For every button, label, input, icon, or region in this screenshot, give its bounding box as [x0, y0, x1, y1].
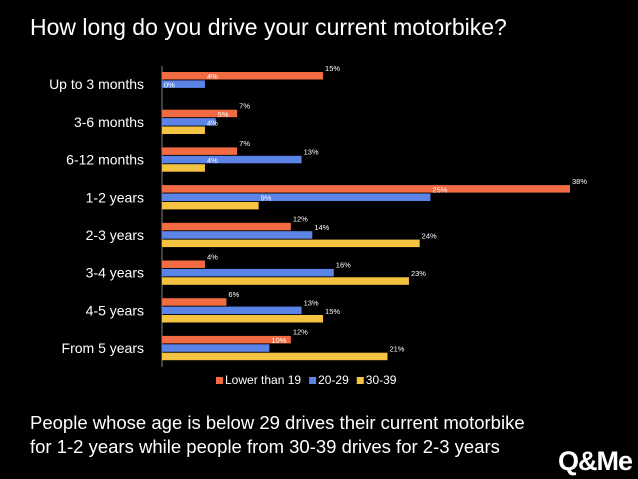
bar	[162, 126, 205, 134]
legend: Lower than 19 20-29 30-39	[216, 373, 397, 387]
slide-title: How long do you drive your current motor…	[30, 14, 507, 40]
data-label: 4%	[207, 72, 218, 81]
category-label: 1-2 years	[86, 189, 144, 205]
data-label: 4%	[207, 118, 218, 127]
data-label: 16%	[336, 261, 351, 270]
bar	[162, 80, 205, 88]
bar	[162, 239, 420, 248]
data-label: 0%	[164, 81, 175, 90]
qandme-logo: Q&Me	[557, 446, 633, 476]
bar	[162, 306, 302, 315]
bar	[162, 118, 216, 126]
bar	[162, 147, 238, 155]
category-label: 4-5 years	[86, 302, 144, 318]
bar	[162, 277, 409, 285]
category-label: 6-12 months	[66, 152, 144, 168]
bar	[162, 298, 227, 306]
summary-line-1: People whose age is below 29 drives thei…	[30, 412, 525, 433]
bar	[162, 164, 205, 172]
legend-label: Lower than 19	[225, 373, 301, 387]
data-label: 14%	[314, 223, 329, 232]
legend-label: 30-39	[366, 373, 397, 387]
category-label: Up to 3 months	[49, 76, 144, 92]
bar	[162, 231, 313, 239]
bar	[162, 222, 291, 231]
data-label: 23%	[411, 269, 426, 278]
data-label: 15%	[325, 307, 340, 316]
category-label: 3-4 years	[86, 265, 144, 281]
bar	[162, 315, 324, 323]
bar	[162, 352, 388, 361]
legend-label: 20-29	[318, 373, 349, 387]
data-label: 38%	[572, 177, 587, 186]
bar	[162, 155, 302, 164]
legend-swatch	[216, 377, 223, 384]
bar	[162, 268, 334, 277]
data-label: 21%	[389, 345, 404, 354]
data-label: 12%	[293, 328, 308, 337]
category-label: 2-3 years	[86, 227, 144, 243]
bar	[162, 201, 259, 210]
data-label: 5%	[218, 110, 229, 119]
data-label: 9%	[261, 194, 272, 203]
data-label: 25%	[432, 185, 447, 194]
category-label: 3-6 months	[74, 114, 144, 130]
data-label: 13%	[304, 148, 319, 157]
bar	[162, 193, 431, 201]
data-label: 4%	[207, 252, 218, 261]
data-label: 7%	[239, 139, 250, 148]
bar	[162, 260, 205, 268]
data-label: 7%	[239, 102, 250, 111]
data-label: 12%	[293, 215, 308, 224]
bars-layer	[162, 72, 570, 361]
summary-line-2: for 1-2 years while people from 30-39 dr…	[30, 436, 500, 457]
bar	[162, 109, 238, 118]
legend-swatch	[356, 377, 364, 384]
bar	[162, 344, 270, 352]
data-label: 13%	[304, 298, 319, 307]
legend-swatch	[309, 377, 317, 384]
data-label: 10%	[271, 336, 286, 345]
bar	[162, 335, 291, 344]
bar	[162, 72, 324, 80]
data-label: 15%	[325, 64, 340, 73]
category-label: From 5 years	[62, 340, 144, 356]
summary-text: People whose age is below 29 drives thei…	[30, 411, 590, 459]
data-label: 6%	[228, 290, 239, 299]
data-label: 4%	[207, 156, 218, 165]
data-label: 24%	[422, 231, 437, 240]
bar	[162, 185, 570, 193]
